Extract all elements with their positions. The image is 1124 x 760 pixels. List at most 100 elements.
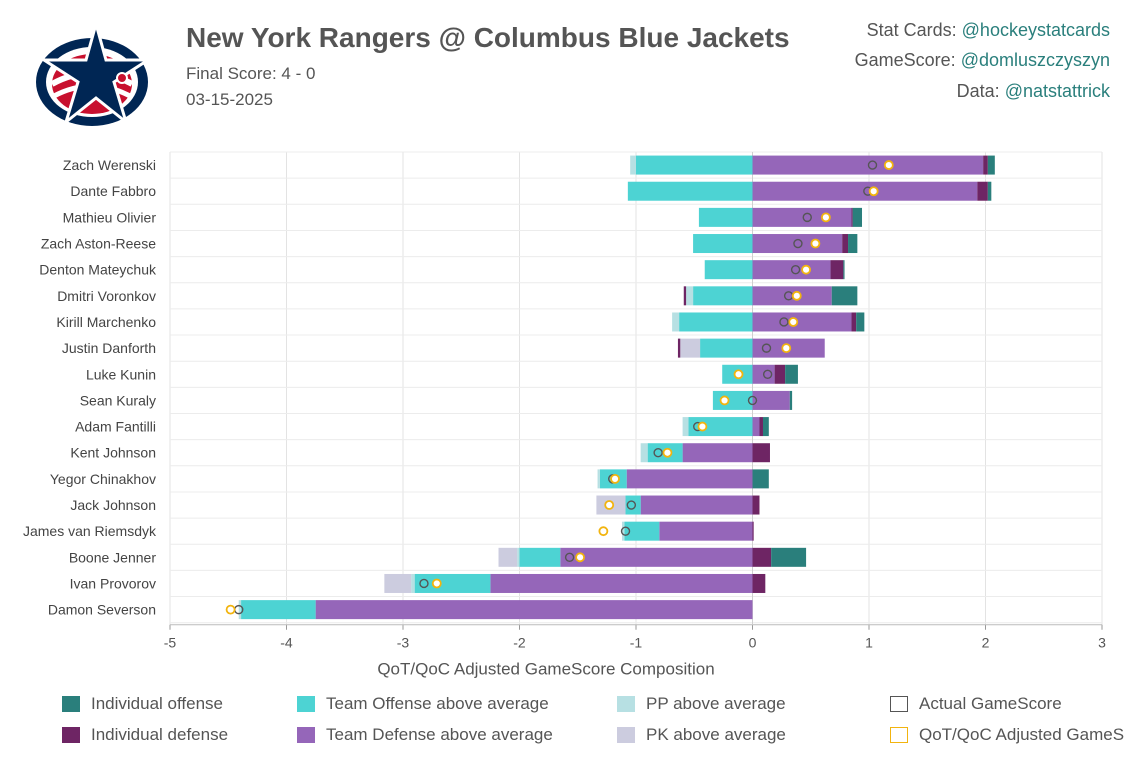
bar-team-def — [752, 234, 843, 254]
bar-team-off — [679, 312, 753, 332]
bar-ind-def — [752, 573, 766, 593]
bar-team-off — [241, 600, 316, 620]
actual-gamescore-point — [762, 369, 773, 379]
bar-team-def — [752, 390, 790, 410]
bar-team-def — [752, 312, 852, 332]
credit-stat-cards: Stat Cards: @hockeystatcards — [867, 20, 1110, 41]
x-tick-label: -1 — [630, 635, 643, 651]
x-tick-label: -5 — [164, 635, 177, 651]
legend-item: PK above average — [617, 725, 786, 745]
player-name: Jack Johnson — [70, 497, 156, 513]
actual-gamescore-point — [793, 238, 803, 249]
player-name: Boone Jenner — [69, 549, 157, 565]
bar-pk — [384, 573, 412, 593]
legend-swatch — [890, 696, 908, 712]
bar-team-def — [752, 181, 978, 201]
chart-title: New York Rangers @ Columbus Blue Jackets — [186, 22, 790, 53]
legend-label: PK above average — [646, 725, 786, 744]
adjusted-gamescore-point — [697, 421, 708, 432]
legend-item: PP above average — [617, 694, 786, 714]
credit-label: Stat Cards: — [866, 20, 957, 40]
x-tick-label: 3 — [1098, 635, 1106, 651]
adjusted-gamescore-point — [801, 264, 811, 275]
adjusted-gamescore-point — [791, 290, 802, 301]
bar-pk — [680, 338, 701, 358]
player-name: Damon Severson — [48, 602, 156, 618]
bar-ind-off — [771, 547, 807, 567]
bar-ind-off — [762, 417, 769, 437]
actual-gamescore-point — [747, 395, 758, 406]
bar-team-off — [625, 495, 641, 515]
bar-ind-def — [851, 312, 857, 332]
credit-label: Data: — [956, 81, 1000, 101]
legend-item: Actual GameScore — [890, 694, 1062, 714]
player-name: Ivan Provorov — [70, 575, 156, 591]
legend-label: Team Defense above average — [326, 725, 553, 744]
bar-team-def — [752, 417, 760, 437]
credit-data: Data: @natstattrick — [957, 81, 1110, 102]
bar-ind-def — [842, 234, 849, 254]
team-logo — [36, 22, 154, 127]
x-tick-label: 1 — [865, 635, 873, 651]
legend-label: Actual GameScore — [919, 694, 1062, 713]
bar-ind-def — [977, 181, 988, 201]
legend-label: QoT/QoC Adjusted GameScore — [919, 725, 1124, 744]
bar-ind-def — [683, 286, 687, 306]
bar-pp — [597, 469, 600, 489]
bar-ind-def — [752, 443, 770, 463]
bar-team-def — [560, 547, 753, 567]
legend-swatch — [890, 727, 908, 743]
legend-label: Individual offense — [91, 694, 224, 713]
bar-pp — [640, 443, 648, 463]
player-name: Zach Werenski — [63, 157, 156, 173]
final-score: Final Score: 4 - 0 — [186, 64, 316, 83]
bar-ind-off — [987, 155, 995, 175]
bar-ind-off — [856, 312, 865, 332]
player-name: Justin Danforth — [62, 340, 156, 356]
adjusted-gamescore-point — [719, 395, 730, 406]
adjusted-gamescore-point — [781, 343, 792, 354]
bar-ind-off — [789, 390, 793, 410]
bar-ind-off — [785, 364, 798, 384]
bar-team-off — [700, 338, 753, 358]
player-name: James van Riemsdyk — [23, 523, 157, 539]
adjusted-gamescore-point — [733, 369, 744, 380]
bar-team-def — [752, 207, 852, 227]
adjusted-gamescore-point — [868, 186, 879, 197]
bar-pp — [686, 286, 694, 306]
legend-label: Team Offense above average — [326, 694, 549, 713]
bar-ind-off — [831, 286, 858, 306]
adjusted-gamescore-point — [431, 578, 442, 589]
bar-pp — [238, 600, 242, 620]
bar-ind-def — [752, 547, 772, 567]
bar-team-off — [519, 547, 561, 567]
legend-swatch — [62, 696, 80, 712]
legend-swatch — [297, 696, 315, 712]
bar-team-def — [659, 521, 753, 541]
bar-team-def — [682, 443, 753, 463]
bar-ind-off — [843, 260, 845, 280]
x-tick-label: -2 — [513, 635, 526, 651]
bar-team-off — [698, 207, 753, 227]
bar-team-off — [414, 573, 491, 593]
x-axis-label: QoT/QoC Adjusted GameScore Composition — [377, 660, 714, 679]
legend-label: Individual defense — [91, 725, 229, 744]
bar-team-def — [640, 495, 753, 515]
player-name: Denton Mateychuk — [39, 262, 157, 278]
bar-ind-def — [774, 364, 786, 384]
legend-swatch — [617, 727, 635, 743]
bar-ind-def — [677, 338, 681, 358]
credit-handle[interactable]: @natstattrick — [1004, 81, 1110, 101]
bar-team-off — [624, 521, 660, 541]
legend-item: Individual offense — [62, 694, 223, 714]
credit-handle[interactable]: @hockeystatcards — [961, 20, 1110, 40]
bar-ind-def — [983, 155, 988, 175]
player-name: Mathieu Olivier — [63, 209, 157, 225]
credit-label: GameScore: — [854, 50, 956, 70]
player-name: Luke Kunin — [86, 366, 156, 382]
bar-team-off — [688, 417, 753, 437]
credit-handle[interactable]: @domluszczyszyn — [960, 50, 1110, 70]
adjusted-gamescore-point — [820, 212, 831, 223]
bar-ind-off — [848, 234, 858, 254]
bar-team-off — [627, 181, 753, 201]
